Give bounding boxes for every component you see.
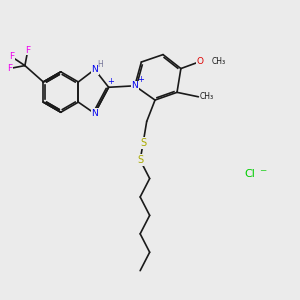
Text: S: S	[140, 138, 146, 148]
Text: +: +	[108, 77, 115, 86]
Text: F: F	[25, 46, 30, 55]
Text: F: F	[9, 52, 14, 61]
Text: Cl: Cl	[244, 169, 255, 179]
Text: N: N	[91, 65, 98, 74]
Text: N: N	[91, 109, 98, 118]
Text: N: N	[131, 81, 138, 90]
Text: S: S	[137, 155, 143, 165]
Text: H: H	[97, 60, 103, 69]
Text: +: +	[137, 75, 144, 84]
Text: ⁻: ⁻	[259, 167, 267, 181]
Text: CH₃: CH₃	[200, 92, 214, 101]
Text: CH₃: CH₃	[211, 57, 225, 66]
Text: F: F	[7, 64, 12, 73]
Text: O: O	[196, 57, 203, 66]
